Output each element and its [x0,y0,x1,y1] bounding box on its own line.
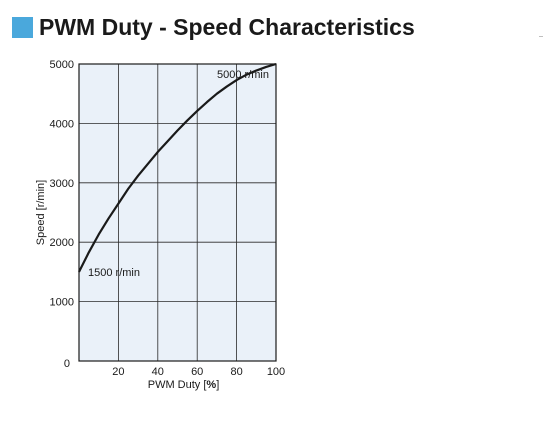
x-axis-label: PWM Duty [%] [148,379,220,391]
x-tick-60: 60 [191,366,203,378]
origin-label: 0 [64,358,70,370]
y-tick-5000: 5000 [50,59,74,71]
plot-area [79,64,276,361]
annotation-min-speed: 1500 r/min [88,267,140,279]
plot-frame [78,63,277,362]
y-axis-label: Speed [r/min] [35,180,47,245]
square-icon [12,16,33,38]
x-axis-unit: % [206,379,216,391]
horizontal-gridlines [79,123,276,303]
chart-title-bar: PWM Duty - Speed Characteristics [12,10,415,44]
vertical-gridlines [118,64,238,361]
x-tick-labels: 20 40 60 80 100 0 [64,358,285,378]
annotation-max-speed: 5000 r/min [217,69,269,81]
x-tick-100: 100 [267,366,285,378]
x-tick-20: 20 [112,366,124,378]
chart-title: PWM Duty - Speed Characteristics [39,13,415,40]
x-tick-80: 80 [230,366,242,378]
y-tick-3000: 3000 [50,178,74,190]
speed-line [78,62,277,273]
x-tick-40: 40 [152,366,164,378]
edge-mark [539,36,543,37]
y-tick-2000: 2000 [50,237,74,249]
y-tick-1000: 1000 [50,297,74,309]
y-tick-4000: 4000 [50,118,74,130]
x-axis-label-name: PWM Duty [148,379,201,391]
y-tick-labels: 1000 2000 3000 4000 5000 [50,59,74,309]
